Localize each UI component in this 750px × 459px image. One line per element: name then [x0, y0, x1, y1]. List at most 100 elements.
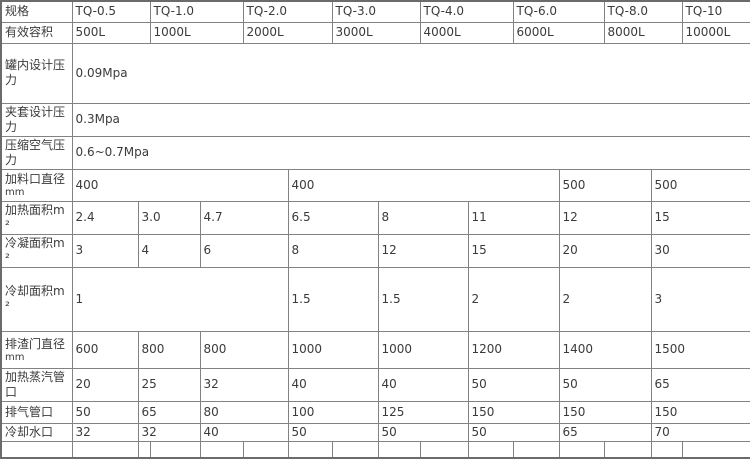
- empty-cell: [681, 440, 750, 459]
- value-cell: 6.5: [287, 200, 379, 235]
- value-cell: 20: [558, 233, 652, 268]
- value-cell: 1: [71, 266, 289, 332]
- value-cell: 2: [558, 266, 652, 332]
- value-cell: 12: [558, 200, 652, 235]
- value-cell: 1200: [467, 330, 560, 369]
- row-spec-header: 规格 TQ-0.5 TQ-1.0 TQ-2.0 TQ-3.0 TQ-4.0 TQ…: [0, 0, 750, 23]
- slag-door-label: 排渣门直径: [5, 336, 66, 351]
- value-cell: 1.5: [287, 266, 379, 332]
- value-cell: 150: [558, 400, 652, 424]
- feed-port-label: 加料口直径: [5, 172, 66, 186]
- row-slag-door: 排渣门直径 mm 600 800 800 1000 1000 1200 1400 …: [0, 330, 750, 369]
- value-cell: 10000L: [681, 21, 750, 44]
- empty-cell: [287, 440, 333, 459]
- value-cell: 3: [71, 233, 139, 268]
- value-cell: 50: [467, 367, 560, 402]
- value-cell: 6000L: [512, 21, 605, 44]
- model-cell: TQ-10: [681, 0, 750, 23]
- row-steam-port: 加热蒸汽管口 20 25 32 40 40 50 50 65: [0, 367, 750, 402]
- empty-cell: [377, 440, 421, 459]
- value-cell: 3: [650, 266, 750, 332]
- row-air-pressure: 压缩空气压力 0.6~0.7Mpa: [0, 135, 750, 170]
- empty-cell: [512, 440, 560, 459]
- row-cooling-area: 冷却面积m² 1 1.5 1.5 2 2 3: [0, 266, 750, 332]
- value-cell: 1.5: [377, 266, 469, 332]
- value-cell: 1000: [377, 330, 469, 369]
- value-cell: 1000L: [149, 21, 244, 44]
- value-cell: 20: [71, 367, 139, 402]
- empty-cell: [467, 440, 514, 459]
- value-cell: 1500: [650, 330, 750, 369]
- value-cell: 12: [377, 233, 469, 268]
- value-cell: 500: [650, 168, 750, 202]
- row-feed-port: 加料口直径 mm 400 400 500 500: [0, 168, 750, 202]
- value-cell: 400: [71, 168, 289, 202]
- value-cell: 3.0: [137, 200, 201, 235]
- row-label-air-pressure: 压缩空气压力: [0, 135, 73, 170]
- value-cell: 8: [377, 200, 469, 235]
- value-cell: 0.09Mpa: [71, 42, 750, 104]
- value-cell: 2.4: [71, 200, 139, 235]
- model-cell: TQ-4.0: [419, 0, 514, 23]
- value-cell: 80: [199, 400, 289, 424]
- value-cell: 100: [287, 400, 379, 424]
- value-cell: 32: [199, 367, 289, 402]
- empty-cell: [242, 440, 289, 459]
- value-cell: 500: [558, 168, 652, 202]
- slag-door-unit: mm: [5, 351, 25, 363]
- value-cell: 50: [71, 400, 139, 424]
- value-cell: 1000: [287, 330, 379, 369]
- value-cell: 8000L: [603, 21, 683, 44]
- model-cell: TQ-1.0: [149, 0, 244, 23]
- empty-cell: [650, 440, 683, 459]
- value-cell: 0.3Mpa: [71, 102, 750, 137]
- empty-cell: [0, 440, 73, 459]
- value-cell: 65: [650, 367, 750, 402]
- row-label-condensing-area: 冷凝面积m²: [0, 233, 73, 268]
- row-label-tank-pressure: 罐内设计压力: [0, 42, 73, 104]
- model-cell: TQ-2.0: [242, 0, 333, 23]
- model-cell: TQ-6.0: [512, 0, 605, 23]
- row-label-feed-port: 加料口直径 mm: [0, 168, 73, 202]
- value-cell: 800: [137, 330, 201, 369]
- model-cell: TQ-3.0: [331, 0, 421, 23]
- value-cell: 600: [71, 330, 139, 369]
- value-cell: 2: [467, 266, 560, 332]
- empty-cell: [71, 440, 139, 459]
- value-cell: 4000L: [419, 21, 514, 44]
- row-condensing-area: 冷凝面积m² 3 4 6 8 12 15 20 30: [0, 233, 750, 268]
- value-cell: 25: [137, 367, 201, 402]
- value-cell: 1400: [558, 330, 652, 369]
- empty-cell: [199, 440, 244, 459]
- row-label-cooling-area: 冷却面积m²: [0, 266, 73, 332]
- value-cell: 65: [137, 400, 201, 424]
- value-cell: 3000L: [331, 21, 421, 44]
- row-volume: 有效容积 500L 1000L 2000L 3000L 4000L 6000L …: [0, 21, 750, 44]
- row-label-slag-door: 排渣门直径 mm: [0, 330, 73, 369]
- row-heating-area: 加热面积m² 2.4 3.0 4.7 6.5 8 11 12 15: [0, 200, 750, 235]
- empty-cell: [149, 440, 201, 459]
- row-label-heating-area: 加热面积m²: [0, 200, 73, 235]
- value-cell: 15: [467, 233, 560, 268]
- model-cell: TQ-0.5: [71, 0, 151, 23]
- value-cell: 2000L: [242, 21, 333, 44]
- value-cell: 125: [377, 400, 469, 424]
- row-empty-grid: [0, 440, 750, 459]
- row-label-exhaust-port: 排气管口: [0, 400, 73, 424]
- empty-cell: [137, 440, 151, 459]
- empty-cell: [419, 440, 469, 459]
- value-cell: 4.7: [199, 200, 289, 235]
- empty-cell: [558, 440, 605, 459]
- row-label-spec: 规格: [0, 0, 73, 23]
- value-cell: 150: [467, 400, 560, 424]
- value-cell: 30: [650, 233, 750, 268]
- value-cell: 8: [287, 233, 379, 268]
- value-cell: 40: [287, 367, 379, 402]
- value-cell: 4: [137, 233, 201, 268]
- value-cell: 6: [199, 233, 289, 268]
- value-cell: 50: [558, 367, 652, 402]
- row-exhaust-port: 排气管口 50 65 80 100 125 150 150 150: [0, 400, 750, 424]
- empty-cell: [331, 440, 379, 459]
- value-cell: 500L: [71, 21, 151, 44]
